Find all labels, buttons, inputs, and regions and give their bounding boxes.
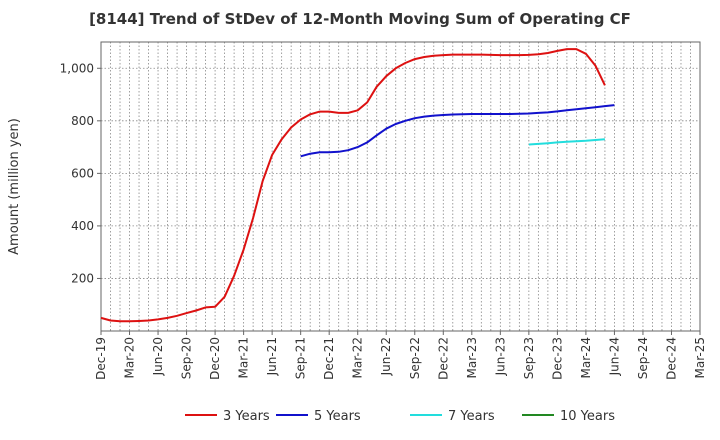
legend-label: 10 Years: [560, 409, 615, 424]
x-tick-label: Sep-24: [636, 337, 650, 379]
x-tick-label: Dec-23: [550, 337, 564, 380]
x-tick-label: Sep-21: [294, 337, 308, 379]
series-line: [528, 138, 605, 146]
series-line: [300, 104, 615, 158]
y-tick-label: 600: [71, 166, 94, 180]
legend-label: 7 Years: [448, 409, 495, 424]
chart-title: [8144] Trend of StDev of 12-Month Moving…: [89, 10, 631, 28]
x-tick-label: Mar-22: [351, 337, 365, 378]
plot-frame: [100, 41, 701, 332]
x-axis: Dec-19 Mar-20 Jun-20 Sep-20 Dec-20 Mar-21 Jun-…: [94, 331, 707, 380]
x-tick-label: Dec-21: [322, 337, 336, 380]
legend: 3 Years 5 Years 7 Years 10 Years: [185, 409, 615, 424]
x-tick-label: Mar-25: [693, 337, 707, 378]
series-line: [100, 48, 606, 323]
x-tick-label: Dec-24: [664, 337, 678, 380]
x-tick-label: Jun-21: [265, 337, 279, 376]
x-tick-label: Sep-20: [180, 337, 194, 379]
x-tick-label: Jun-23: [493, 337, 507, 376]
legend-label: 5 Years: [314, 409, 361, 424]
x-tick-label: Mar-23: [465, 337, 479, 378]
x-tick-label: Mar-24: [579, 337, 593, 378]
y-tick-label: 800: [71, 114, 94, 128]
y-tick-label: 1,000: [60, 61, 94, 75]
y-tick-label: 200: [71, 271, 94, 285]
x-tick-label: Jun-20: [151, 337, 165, 376]
x-tick-label: Sep-22: [408, 337, 422, 379]
x-tick-label: Sep-23: [522, 337, 536, 379]
legend-label: 3 Years: [223, 409, 270, 424]
x-tick-label: Dec-19: [94, 337, 108, 380]
grid: [101, 42, 700, 331]
series-lines: [100, 48, 615, 323]
x-tick-label: Jun-22: [379, 337, 393, 376]
y-axis: 200 400 600 800 1,000: [60, 61, 101, 285]
x-tick-label: Dec-22: [436, 337, 450, 380]
y-axis-label: Amount (million yen): [7, 118, 22, 255]
y-tick-label: 400: [71, 219, 94, 233]
x-tick-label: Jun-24: [607, 337, 621, 376]
x-tick-label: Mar-20: [123, 337, 137, 378]
x-tick-label: Mar-21: [237, 337, 251, 378]
x-tick-label: Dec-20: [208, 337, 222, 380]
